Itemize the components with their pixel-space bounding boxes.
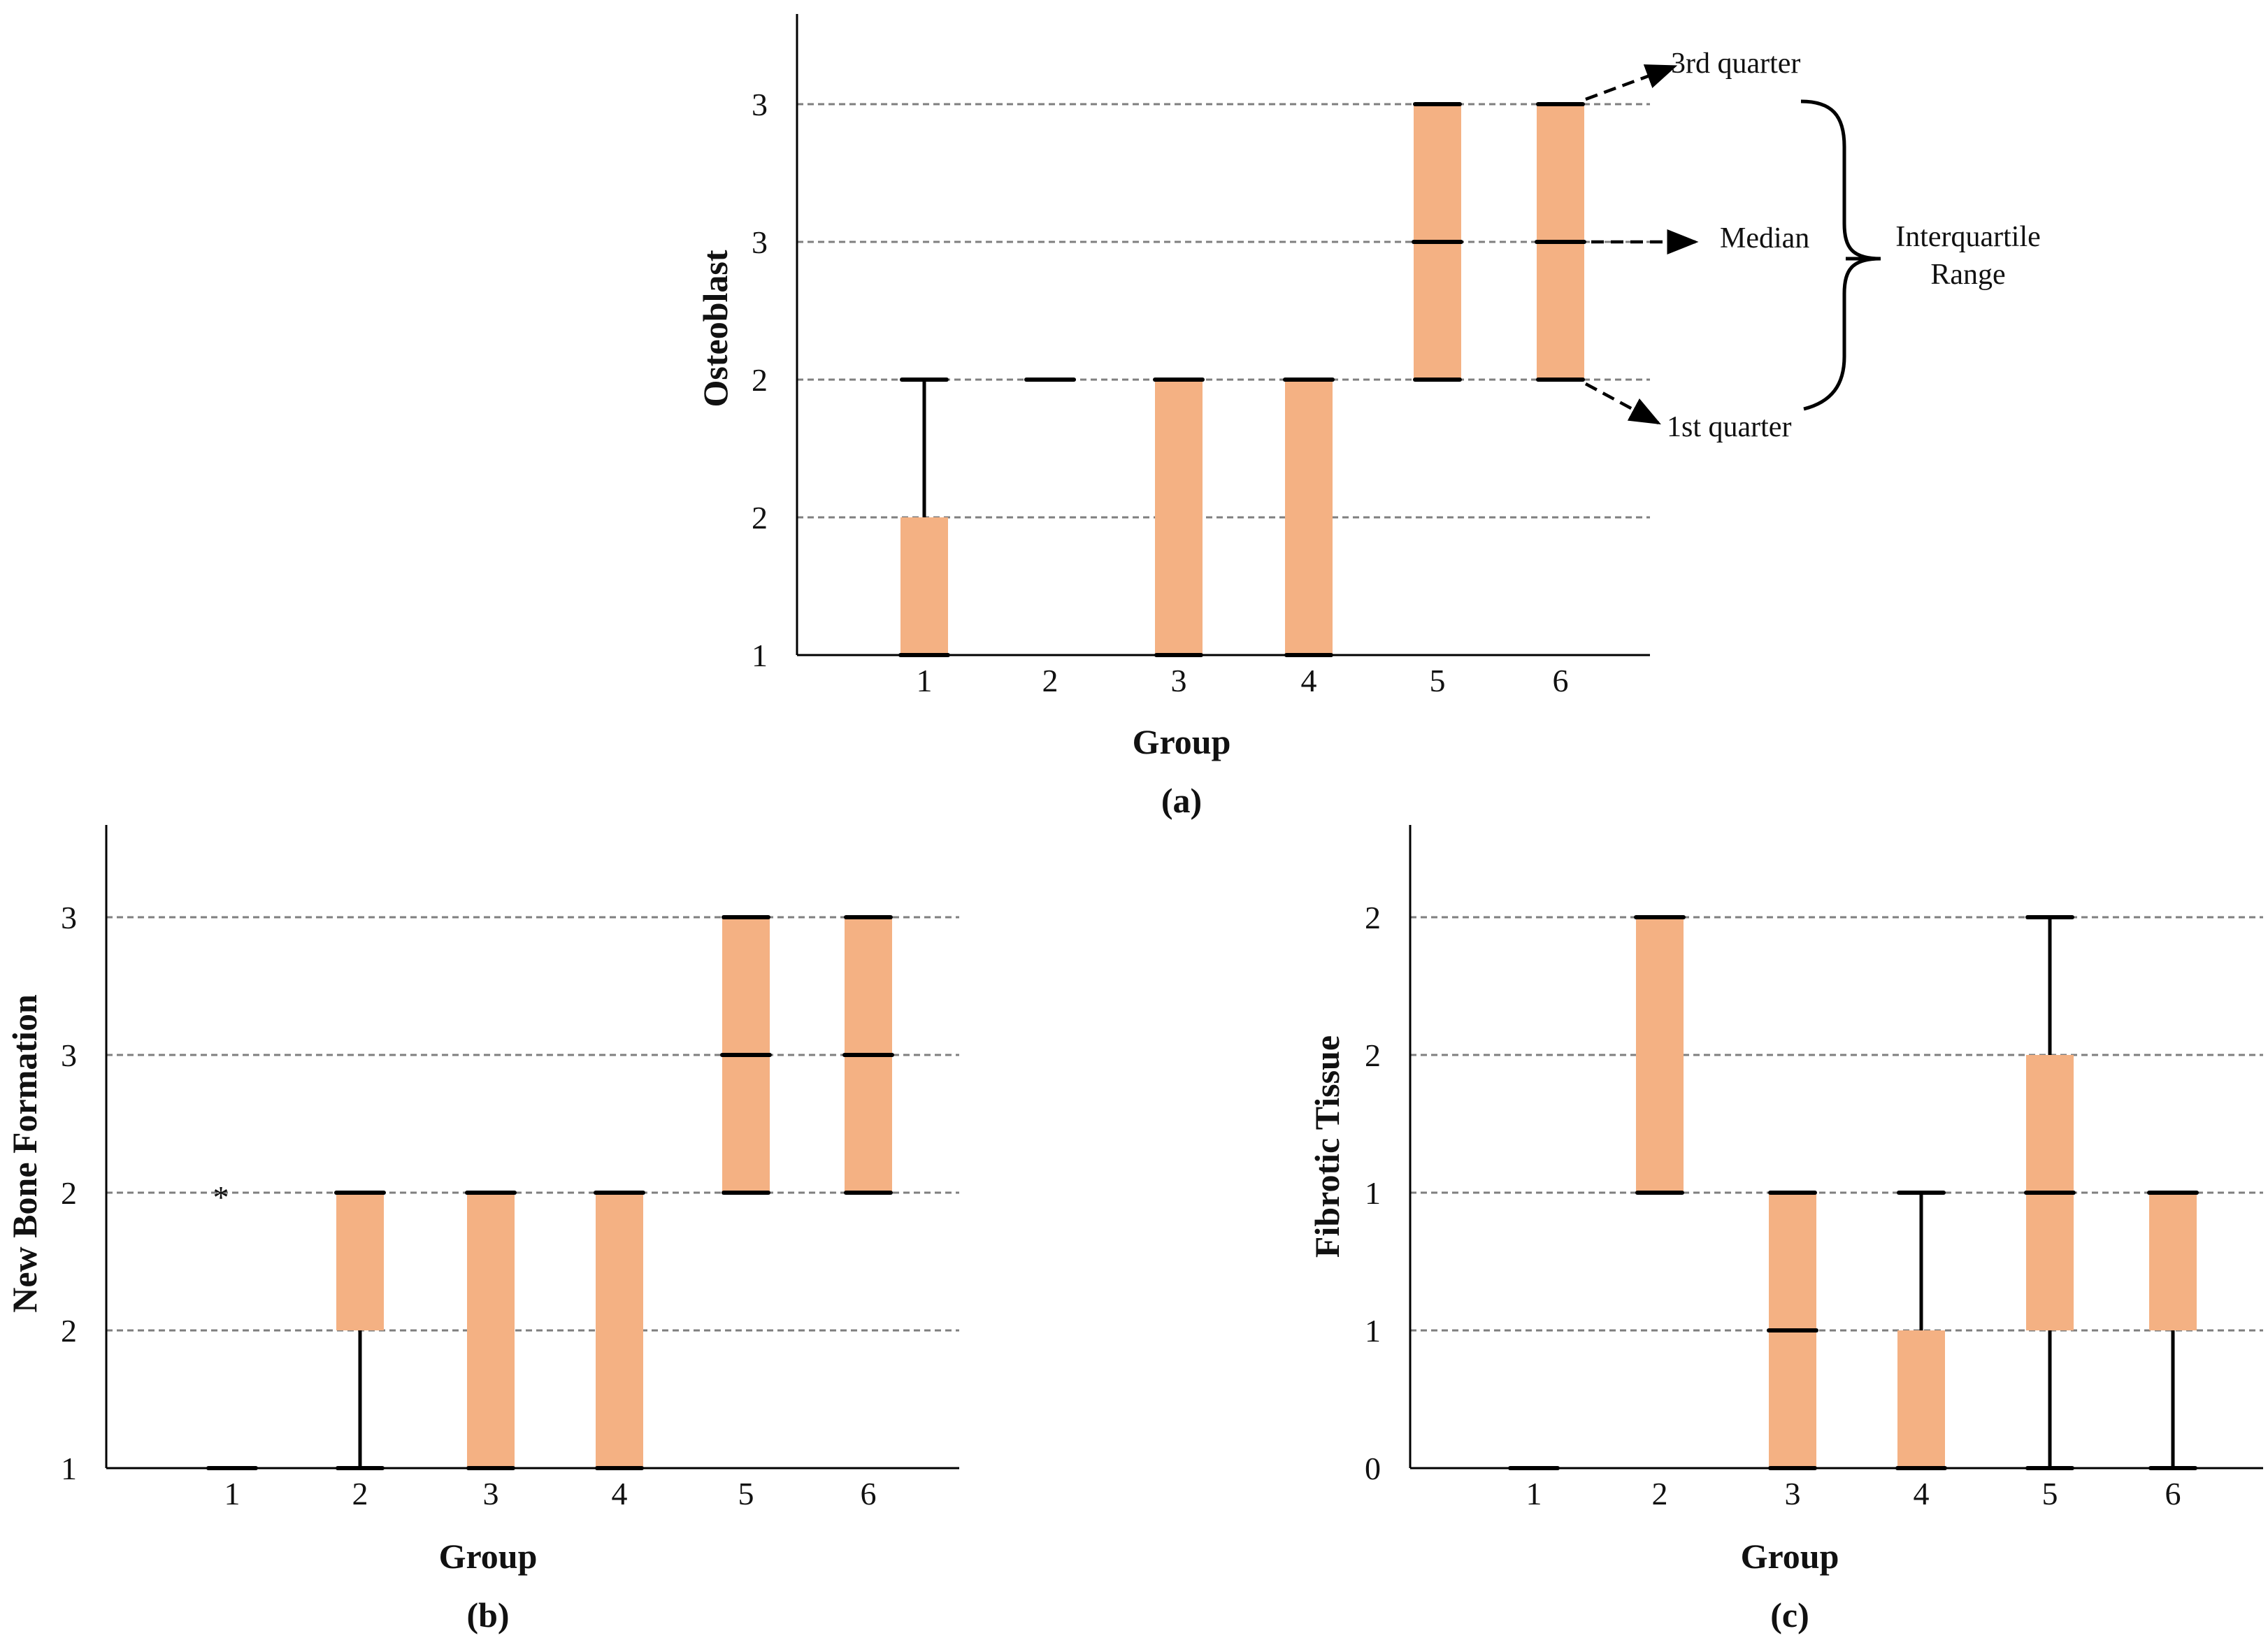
y-tick-label: 1: [752, 638, 768, 673]
iqr-box: [1155, 380, 1203, 655]
iqr-box: [336, 1193, 384, 1330]
x-tick-label: 1: [224, 1476, 241, 1511]
y-tick-label: 2: [61, 1175, 77, 1211]
x-tick-label: 5: [2042, 1476, 2058, 1511]
x-tick-label: 3: [1171, 663, 1187, 698]
x-tick-label: 6: [1553, 663, 1569, 698]
iqr-box: [596, 1193, 643, 1468]
x-tick-label: 2: [1042, 663, 1058, 698]
x-tick-label: 1: [1526, 1476, 1542, 1511]
panel-c-grid: [1410, 916, 2263, 1332]
panel-c: 0 1 1 2 2 1 2 3 4 5 6 Group Fibrotic Tissue (c): [1307, 825, 2263, 1635]
x-tick-label: 4: [612, 1476, 628, 1511]
first-quarter-label: 1st quarter: [1667, 411, 1791, 443]
y-tick-label: 1: [1365, 1313, 1381, 1349]
panel-c-tag: (c): [1770, 1595, 1809, 1635]
x-tick-label: 2: [352, 1476, 368, 1511]
outlier-marker: *: [213, 1179, 229, 1215]
third-quarter-arrow: [1585, 64, 1678, 101]
x-tick-label: 1: [917, 663, 933, 698]
iqr-box: [1285, 380, 1333, 655]
panel-a-xticks: 1 2 3 4 5 6: [917, 663, 1569, 698]
x-tick-label: 4: [1914, 1476, 1930, 1511]
panel-c-xlabel: Group: [1741, 1537, 1839, 1576]
x-tick-label: 3: [1785, 1476, 1801, 1511]
iqr-box: [900, 517, 948, 655]
panel-a-tag: (a): [1161, 781, 1202, 820]
y-tick-label: 3: [752, 87, 768, 122]
y-tick-label: 2: [752, 500, 768, 536]
x-tick-label: 2: [1652, 1476, 1668, 1511]
panel-b-xlabel: Group: [439, 1537, 538, 1576]
panel-c-axes: [1409, 825, 2263, 1470]
x-tick-label: 6: [861, 1476, 877, 1511]
y-tick-label: 3: [61, 900, 77, 935]
panel-b-boxes: *: [206, 915, 894, 1470]
x-tick-label: 5: [738, 1476, 754, 1511]
panel-c-xticks: 1 2 3 4 5 6: [1526, 1476, 2181, 1511]
y-tick-label: 3: [61, 1037, 77, 1073]
iqr-box: [467, 1193, 515, 1468]
y-tick-label: 2: [61, 1313, 77, 1349]
x-tick-label: 5: [1430, 663, 1446, 698]
panel-a-axes: [796, 14, 1650, 656]
third-quarter-label: 3rd quarter: [1671, 48, 1800, 80]
panel-b-xticks: 1 2 3 4 5 6: [224, 1476, 877, 1511]
iqr-label-line2: Range: [1930, 259, 2005, 291]
y-tick-label: 2: [1365, 900, 1381, 935]
panel-b-axes: [105, 825, 959, 1470]
iqr-box: [2149, 1193, 2197, 1330]
y-tick-label: 0: [1365, 1451, 1381, 1486]
iqr-label-line1: Interquartile: [1895, 221, 2041, 253]
y-tick-label: 1: [61, 1451, 77, 1486]
panel-a-boxes: [898, 102, 1586, 657]
panel-b-yticks: 1 2 2 3 3: [61, 900, 77, 1486]
iqr-brace: [1800, 99, 1881, 411]
median-label: Median: [1720, 222, 1809, 254]
panel-b-grid: [106, 916, 959, 1332]
y-tick-label: 2: [752, 362, 768, 398]
iqr-box: [1636, 917, 1684, 1193]
panel-b-tag: (b): [466, 1595, 509, 1635]
y-tick-label: 2: [1365, 1037, 1381, 1073]
panel-b-ylabel: New Bone Formation: [5, 994, 44, 1313]
panel-a-yticks: 1 2 2 3 3: [752, 87, 768, 673]
panel-a-xlabel: Group: [1133, 722, 1231, 761]
panel-a: 1 2 2 3 3 1 2 3 4 5 6 Group Osteoblast (a) 3rd qu…: [696, 14, 2041, 820]
panel-c-yticks: 0 1 1 2 2: [1365, 900, 1381, 1486]
x-tick-label: 3: [483, 1476, 499, 1511]
panel-a-ylabel: Osteoblast: [696, 250, 735, 407]
iqr-box: [1897, 1330, 1945, 1468]
annotation-group: 3rd quarter Median 1st quarter Interquar…: [1584, 48, 2041, 443]
y-tick-label: 1: [1365, 1175, 1381, 1211]
x-tick-label: 4: [1301, 663, 1317, 698]
y-tick-label: 3: [752, 224, 768, 260]
panel-c-ylabel: Fibrotic Tissue: [1307, 1035, 1347, 1258]
first-quarter-arrow: [1584, 382, 1661, 425]
x-tick-label: 6: [2165, 1476, 2181, 1511]
